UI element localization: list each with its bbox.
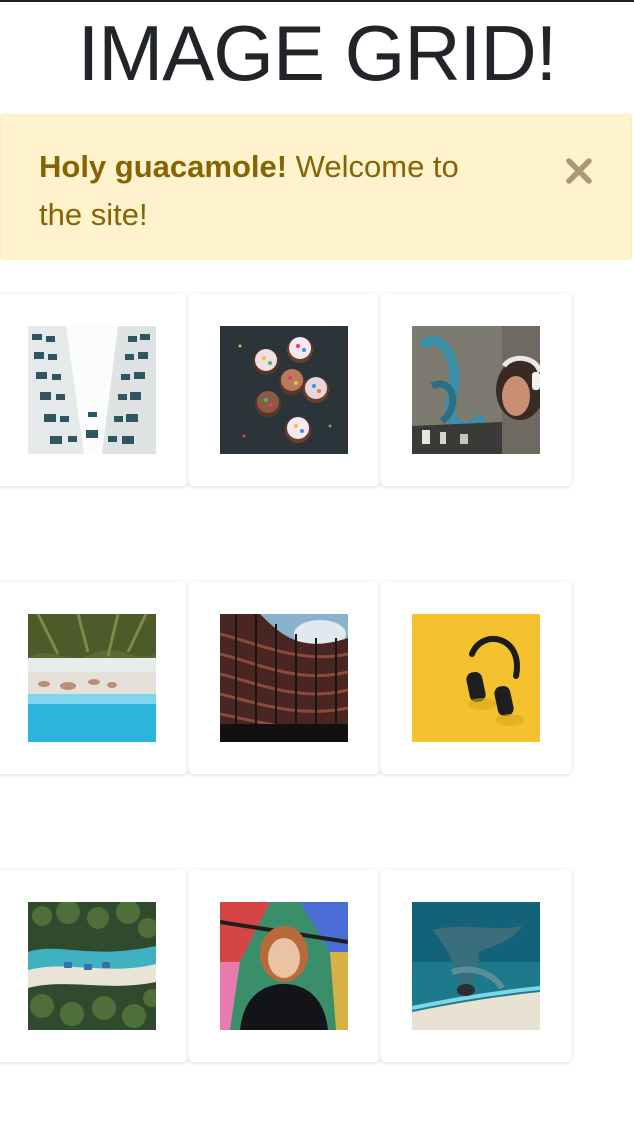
grid-card xyxy=(380,294,572,486)
grid-card xyxy=(380,870,572,1062)
grid-card xyxy=(188,870,380,1062)
image-headphones-yellow[interactable] xyxy=(412,614,540,742)
grid-card xyxy=(0,870,188,1062)
image-building-facade[interactable] xyxy=(28,326,156,454)
top-border xyxy=(0,0,634,2)
image-curved-building[interactable] xyxy=(220,614,348,742)
page-title: IMAGE GRID! xyxy=(77,9,558,97)
image-cupcakes[interactable] xyxy=(220,326,348,454)
grid-card xyxy=(0,294,188,486)
image-aerial-reef[interactable] xyxy=(412,902,540,1030)
image-beach-palms[interactable] xyxy=(28,614,156,742)
image-portrait-graffiti[interactable] xyxy=(220,902,348,1030)
grid-card xyxy=(380,582,572,774)
welcome-alert: Holy guacamole! Welcome to the site! xyxy=(0,114,632,260)
alert-strong-text: Holy guacamole! xyxy=(39,149,288,184)
alert-body-text: Welcome to the site! xyxy=(39,149,459,232)
grid-card xyxy=(188,582,380,774)
grid-card xyxy=(188,294,380,486)
image-aerial-beach-huts[interactable] xyxy=(28,902,156,1030)
close-icon xyxy=(566,158,592,184)
grid-card xyxy=(0,582,188,774)
alert-message: Holy guacamole! Welcome to the site! xyxy=(39,143,509,239)
image-graffiti-headphones[interactable] xyxy=(412,326,540,454)
alert-close-button[interactable] xyxy=(557,149,601,193)
